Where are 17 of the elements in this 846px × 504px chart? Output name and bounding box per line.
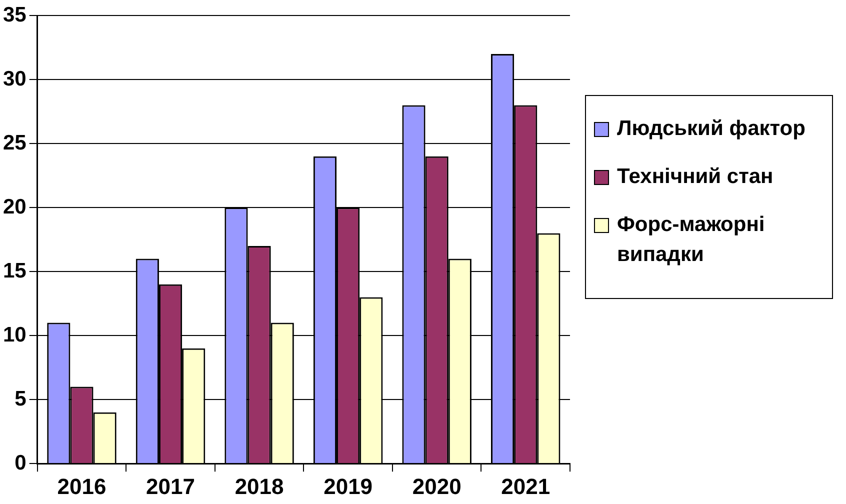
legend-label: Форс-мажорні випадки xyxy=(617,212,766,268)
x-tick-label: 2017 xyxy=(146,474,195,499)
x-tick-label: 2020 xyxy=(412,474,462,499)
x-tick-label: 2016 xyxy=(57,474,106,499)
y-tick-label: 10 xyxy=(3,323,26,346)
y-tick-label: 15 xyxy=(3,259,27,282)
y-tick-label: 25 xyxy=(3,131,27,154)
x-tick-label: 2018 xyxy=(234,474,284,499)
y-tick-label: 0 xyxy=(14,451,26,474)
y-tick-label: 5 xyxy=(14,387,27,410)
y-tick-label: 35 xyxy=(3,3,27,26)
y-tick-label: 30 xyxy=(3,67,26,90)
x-tick-label: 2019 xyxy=(324,474,373,499)
legend-label: Технічний стан xyxy=(617,164,774,190)
x-tick-label: 2021 xyxy=(501,474,550,499)
y-tick-label: 20 xyxy=(3,195,26,218)
legend-label: Людський фактор xyxy=(617,116,806,142)
